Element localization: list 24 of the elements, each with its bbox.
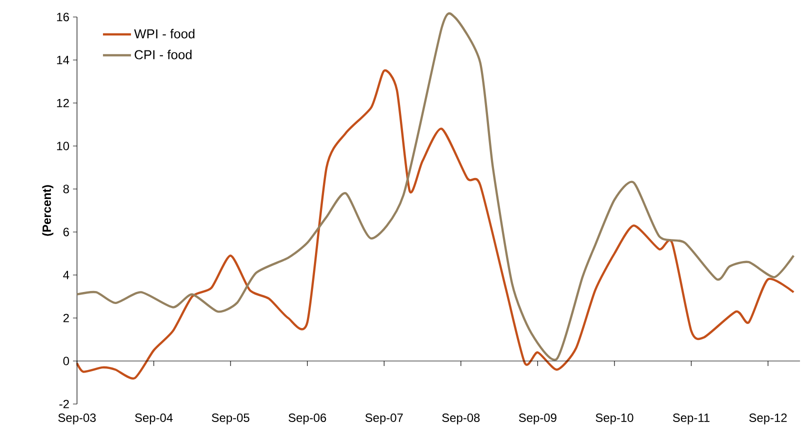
y-tick-label: 16 <box>57 12 69 22</box>
x-tick-label: Sep-08 <box>442 414 480 424</box>
x-tick-label: Sep-09 <box>518 414 556 424</box>
y-tick-label: 6 <box>63 228 69 236</box>
x-tick-label: Sep-06 <box>288 414 326 424</box>
x-tick-label: Sep-10 <box>596 414 634 424</box>
x-tick-label: Sep-11 <box>672 414 710 424</box>
x-tick-label: Sep-07 <box>365 414 403 424</box>
legend-label: CPI - food <box>134 50 192 60</box>
legend-label: WPI - food <box>134 28 194 38</box>
x-tick-label: Sep-03 <box>58 414 96 424</box>
y-tick-label: 10 <box>57 142 70 150</box>
y-tick-label: -2 <box>59 400 69 408</box>
line-series <box>76 70 795 380</box>
y-tick-label: 8 <box>63 184 69 194</box>
y-axis-title: (Percent) <box>42 185 54 236</box>
x-tick-label: Sep-05 <box>212 414 250 424</box>
y-tick-label: 12 <box>57 98 69 108</box>
y-tick-label: 2 <box>63 314 69 322</box>
y-tick-label: 0 <box>63 356 70 366</box>
y-tick-label: 14 <box>57 56 70 64</box>
x-tick-label: Sep-12 <box>749 414 787 424</box>
x-tick-label: Sep-04 <box>135 414 173 424</box>
y-tick-label: 4 <box>63 270 70 280</box>
